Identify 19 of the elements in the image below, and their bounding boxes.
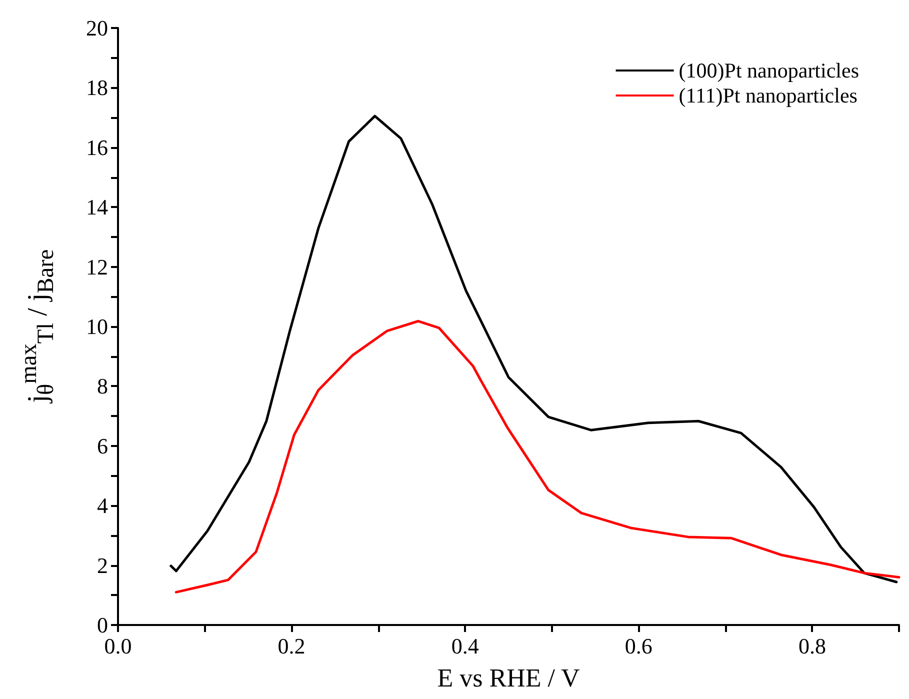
y-tick-label: 2 — [97, 552, 108, 578]
y-tick-label: 20 — [86, 16, 108, 40]
y-tick-label: 8 — [97, 374, 108, 399]
y-tick-label: 10 — [86, 314, 108, 339]
x-axis-title: E vs RHE / V — [437, 664, 580, 692]
y-tick-label: 4 — [97, 493, 108, 518]
line-series — [170, 114, 898, 584]
line-series — [174, 320, 900, 594]
legend-label: (111)Pt nanoparticles — [678, 84, 858, 108]
y-tick-label: 12 — [86, 254, 108, 280]
x-tick-label: 0.2 — [278, 634, 306, 658]
y-tick-label: 14 — [86, 194, 108, 220]
y-tick-label: 6 — [97, 433, 108, 458]
x-tick-label: 0.4 — [451, 634, 479, 658]
x-tick-label: 0.8 — [798, 634, 826, 658]
legend-label: (100)Pt nanoparticles — [678, 58, 859, 82]
y-tick-label: 16 — [86, 134, 108, 160]
x-tick-label: 0.6 — [624, 634, 652, 658]
y-tick-label: 18 — [86, 75, 108, 100]
